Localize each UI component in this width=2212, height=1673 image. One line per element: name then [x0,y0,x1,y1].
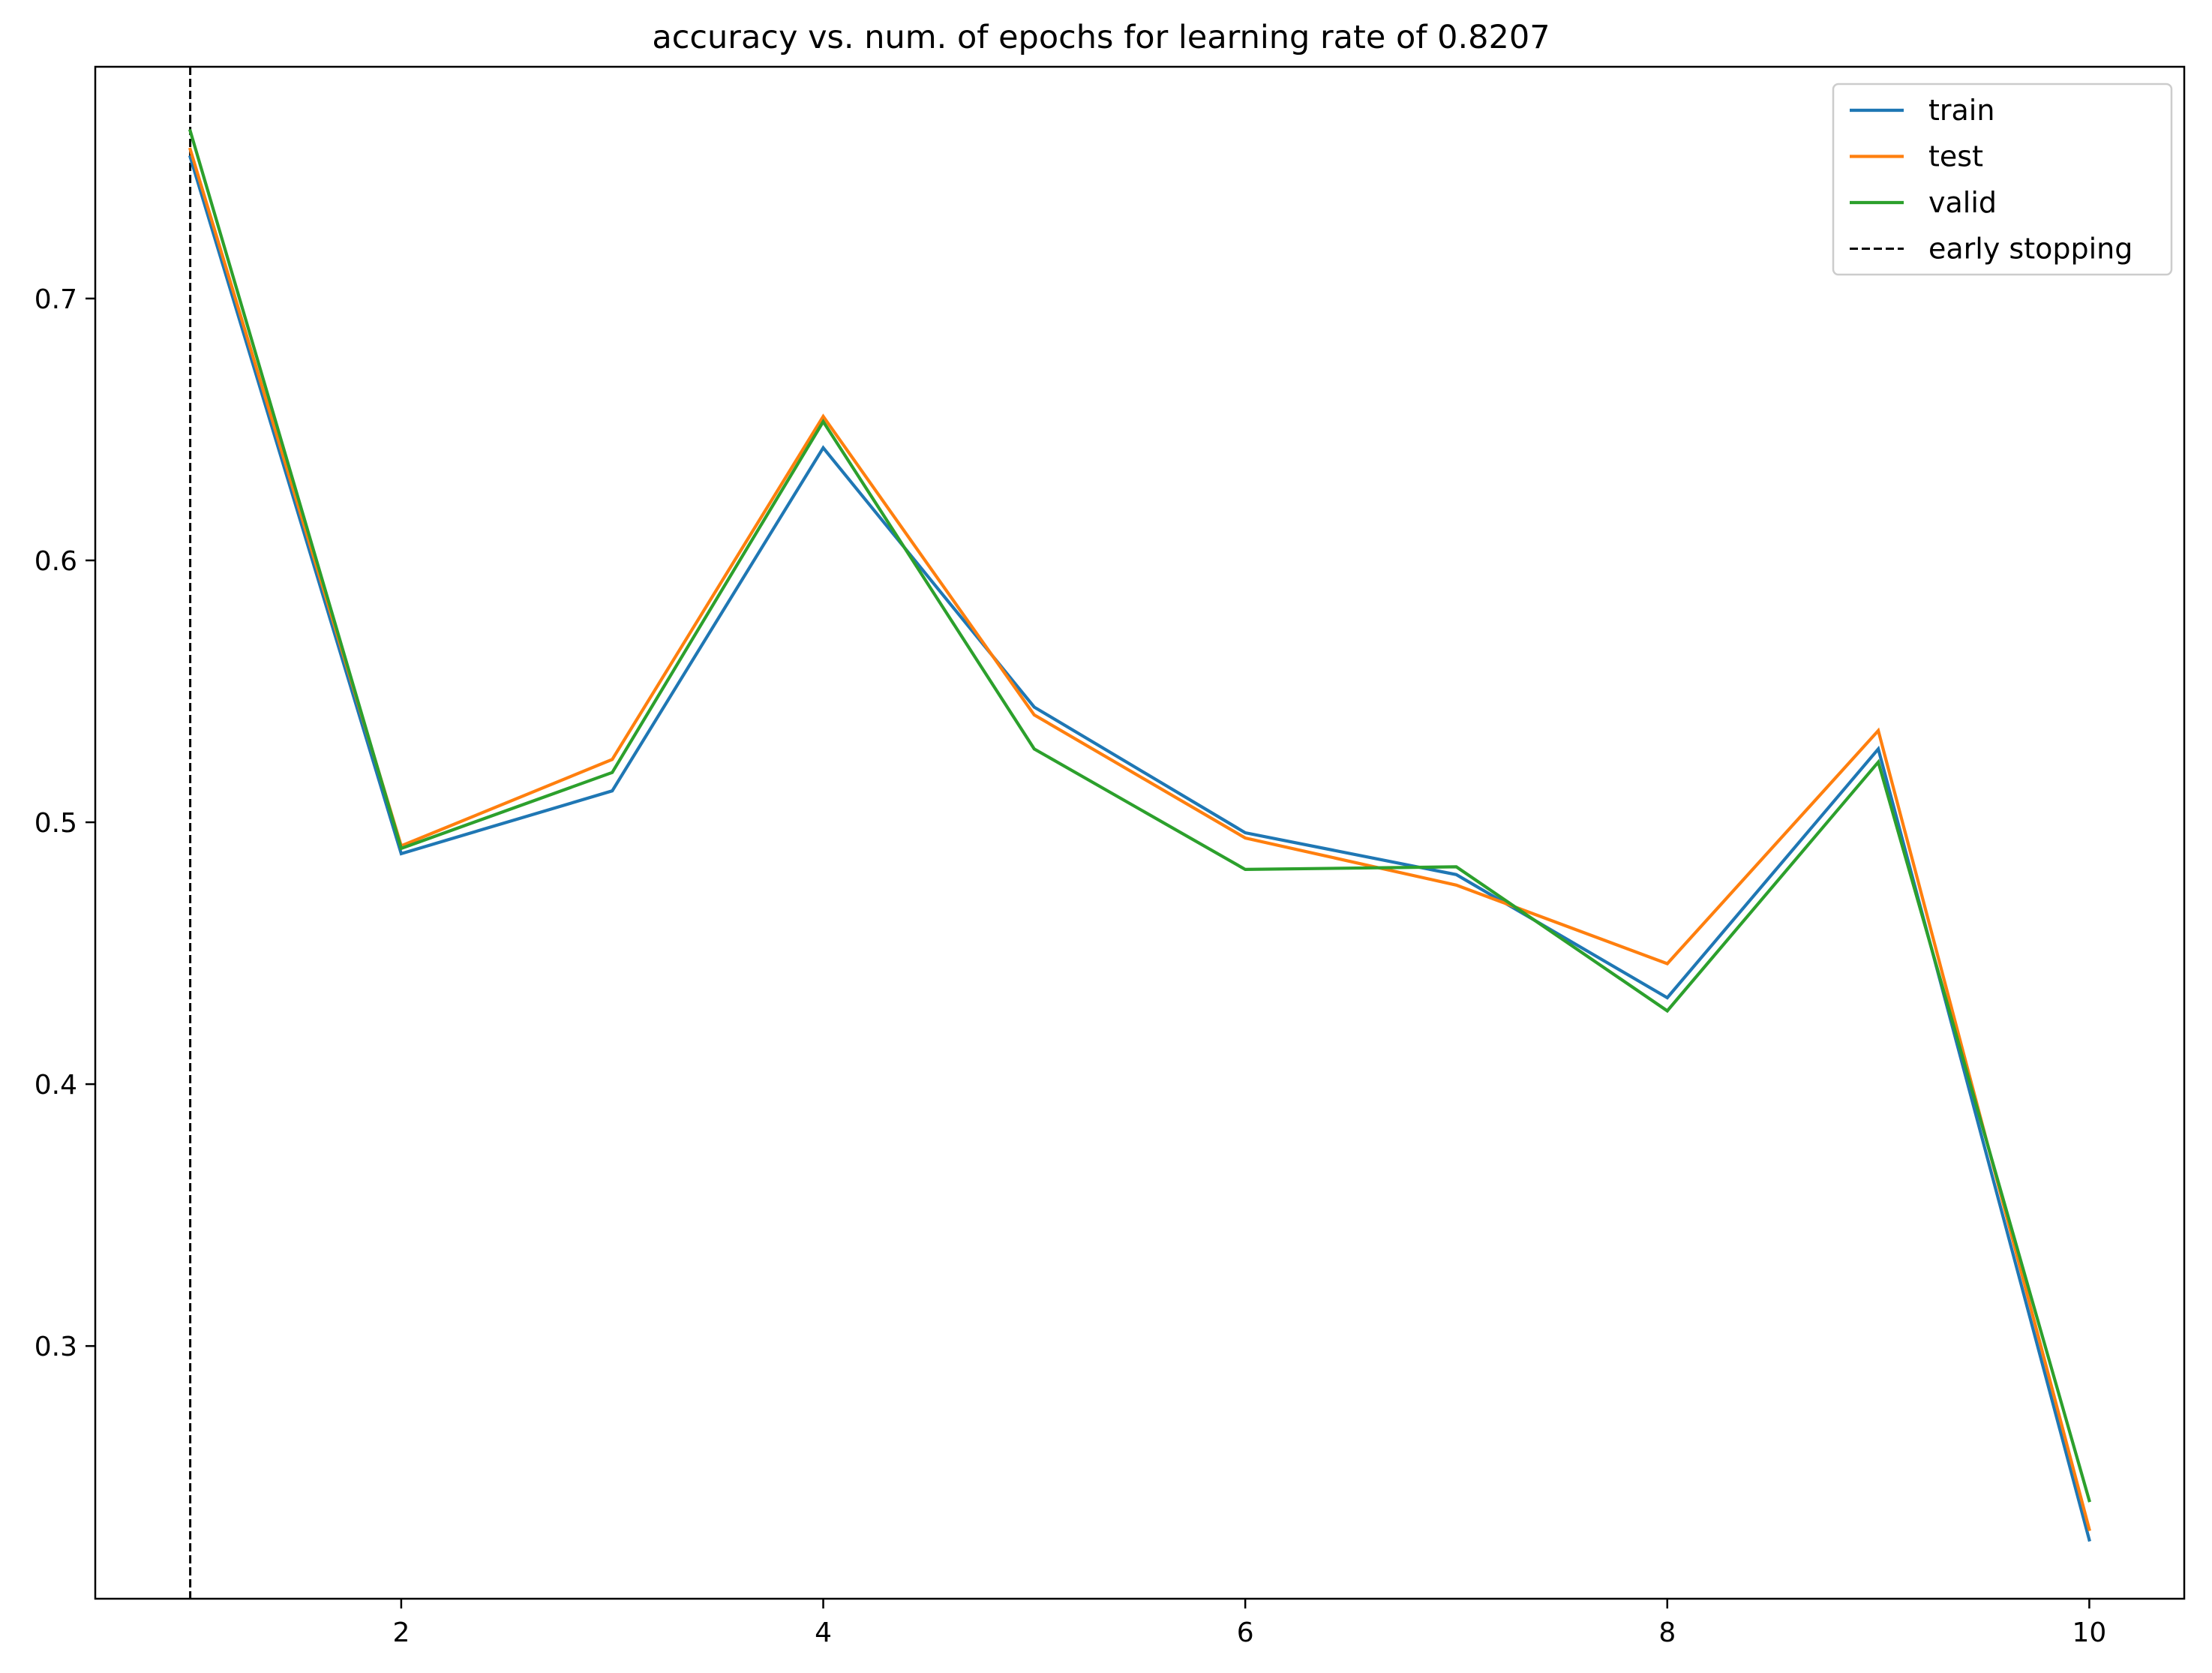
axes-frame [94,65,2186,1600]
y-tick-label: 0.5 [35,808,77,839]
x-tick-label: 10 [2072,1617,2107,1648]
x-tick-label: 4 [815,1617,832,1648]
legend-label: test [1928,140,1983,173]
legend-box [1832,83,2173,276]
y-tick-label: 0.3 [35,1332,77,1362]
y-tick-label: 0.4 [35,1070,77,1101]
y-tick-label: 0.7 [35,284,77,315]
chart-title: accuracy vs. num. of epochs for learning… [652,19,1550,56]
legend: train test valid early stopping [1832,83,2173,276]
series-line-valid [188,128,2091,1503]
legend-label: valid [1928,186,1997,219]
axis-ticks: 2 4 6 8 10 0.3 0.4 0.5 0.6 0.7 [35,284,2107,1648]
x-tick-label: 2 [392,1617,410,1648]
y-tick-label: 0.6 [35,546,77,577]
legend-label: train [1928,94,1994,127]
series-line-test [188,147,2091,1532]
x-tick-label: 8 [1658,1617,1676,1648]
series-line-train [188,155,2091,1542]
legend-label: early stopping [1928,233,2132,266]
x-tick-label: 6 [1237,1617,1254,1648]
plot-area [188,67,2091,1599]
